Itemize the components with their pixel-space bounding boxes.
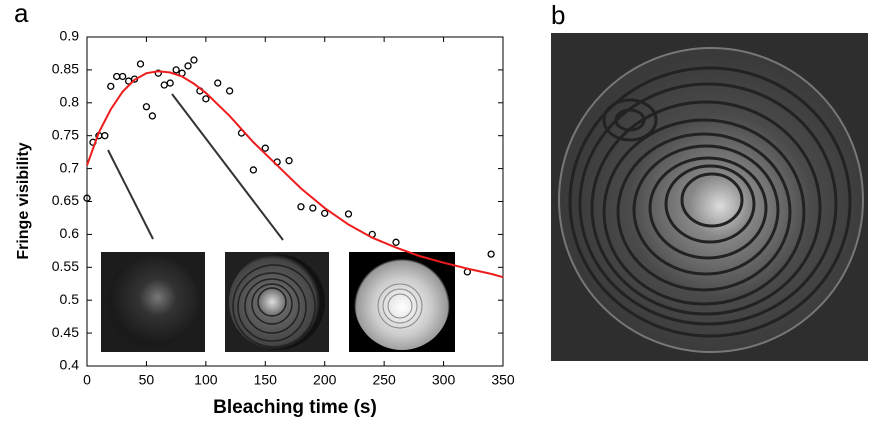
y-axis-label: Fringe visibility [15,142,32,259]
y-tick-label: 0.4 [60,357,80,373]
x-tick-label: 0 [83,372,91,388]
y-tick-label: 0.9 [60,28,80,44]
insets [101,93,455,352]
data-point [83,194,91,202]
data-point [190,56,198,64]
data-point [214,79,222,87]
data-point [166,79,174,87]
fringes [377,283,423,329]
y-tick-label: 0.75 [52,126,79,142]
data-point [297,203,305,211]
data-point [285,157,293,165]
fringes [568,66,852,338]
data-point [160,81,168,89]
image-b [551,33,868,361]
plot: 0.4 0.45 0.5 0.55 0.6 0.65 0.7 0.75 0.8 0.85 0.9 0 5… [52,28,515,388]
data-point [261,144,269,152]
data-point [202,95,210,103]
x-tick-label: 250 [372,372,396,388]
y-tick-label: 0.7 [60,159,80,175]
x-tick-label: 300 [432,372,456,388]
data-point [321,209,329,217]
panel-label: b [551,0,565,30]
x-tick-label: 150 [254,372,278,388]
data-point [148,112,157,120]
y-tick-label: 0.8 [60,94,80,110]
data-point [113,72,121,81]
y-tick-label: 0.55 [52,258,79,274]
inset-image [354,254,450,350]
x-tick-label: 50 [139,372,155,388]
x-tick-label: 100 [194,372,218,388]
inset-image [229,254,325,350]
data-point [344,210,353,218]
data-point [107,82,115,90]
data-point [172,66,180,74]
x-tick-label: 200 [313,372,337,388]
data-point [487,250,495,258]
data-point [225,87,234,95]
connector [171,93,284,241]
fit-line [86,70,504,279]
data-point [136,60,145,68]
data-point [142,103,151,111]
data-point [309,204,317,212]
inset-image [107,256,199,348]
y-tick-label: 0.45 [52,324,79,340]
data-point [184,62,192,70]
connector [107,149,154,240]
y-tick-label: 0.6 [60,225,80,241]
data-point [101,132,109,140]
panel-label: a [14,0,29,28]
fringes [232,264,316,348]
x-tick-label: 350 [491,372,515,388]
y-tick-label: 0.85 [52,61,79,77]
data-point [119,72,127,81]
data-point [154,69,162,77]
x-axis-label: Bleaching time (s) [213,397,377,418]
data-point [392,238,400,246]
data-point [249,166,258,174]
y-tick-label: 0.65 [52,192,79,208]
y-tick-label: 0.5 [60,291,80,307]
